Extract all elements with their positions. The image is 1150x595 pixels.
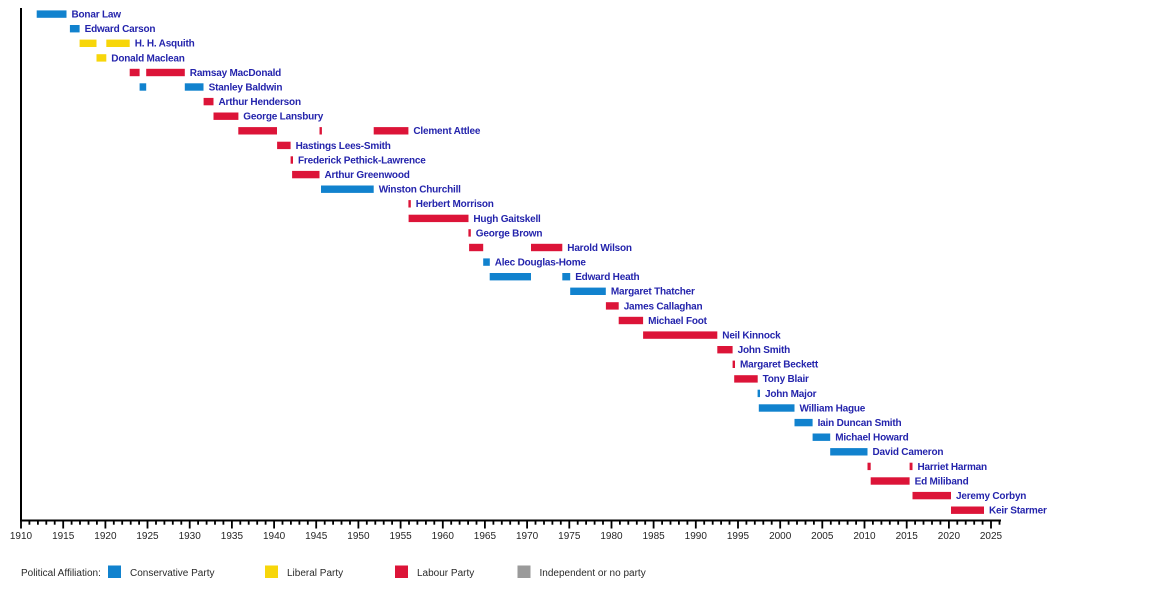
svg-text:Hastings Lees-Smith: Hastings Lees-Smith bbox=[296, 141, 391, 152]
svg-text:Neil Kinnock: Neil Kinnock bbox=[722, 331, 781, 342]
svg-text:Margaret Thatcher: Margaret Thatcher bbox=[611, 287, 695, 298]
svg-text:Margaret Beckett: Margaret Beckett bbox=[740, 360, 819, 371]
svg-text:Political Affiliation:: Political Affiliation: bbox=[21, 568, 101, 579]
svg-text:1985: 1985 bbox=[642, 531, 665, 542]
svg-text:Winston Churchill: Winston Churchill bbox=[379, 185, 461, 196]
svg-text:George Lansbury: George Lansbury bbox=[243, 112, 323, 123]
svg-text:Independent or no party: Independent or no party bbox=[540, 568, 646, 579]
svg-text:1935: 1935 bbox=[221, 531, 244, 542]
svg-text:1975: 1975 bbox=[558, 531, 581, 542]
svg-text:Harold Wilson: Harold Wilson bbox=[567, 243, 632, 254]
svg-text:2015: 2015 bbox=[896, 531, 919, 542]
svg-text:2005: 2005 bbox=[811, 531, 834, 542]
svg-text:James Callaghan: James Callaghan bbox=[624, 301, 703, 312]
svg-text:Keir Starmer: Keir Starmer bbox=[989, 506, 1047, 517]
svg-text:1915: 1915 bbox=[52, 531, 75, 542]
svg-text:Edward Heath: Edward Heath bbox=[575, 272, 639, 283]
svg-text:Michael Howard: Michael Howard bbox=[835, 433, 908, 444]
svg-text:Liberal Party: Liberal Party bbox=[287, 568, 343, 579]
svg-text:Harriet Harman: Harriet Harman bbox=[918, 462, 988, 473]
svg-text:Ed Miliband: Ed Miliband bbox=[915, 476, 969, 487]
svg-text:George Brown: George Brown bbox=[476, 228, 543, 239]
svg-text:1940: 1940 bbox=[263, 531, 286, 542]
svg-text:Jeremy Corbyn: Jeremy Corbyn bbox=[956, 491, 1026, 502]
svg-text:Herbert Morrison: Herbert Morrison bbox=[416, 199, 494, 210]
svg-text:1925: 1925 bbox=[136, 531, 159, 542]
svg-text:Hugh Gaitskell: Hugh Gaitskell bbox=[473, 214, 541, 225]
svg-text:1930: 1930 bbox=[179, 531, 202, 542]
svg-text:1920: 1920 bbox=[94, 531, 117, 542]
svg-text:2010: 2010 bbox=[853, 531, 876, 542]
svg-text:H. H. Asquith: H. H. Asquith bbox=[135, 39, 195, 50]
svg-text:Labour Party: Labour Party bbox=[417, 568, 474, 579]
svg-text:Conservative Party: Conservative Party bbox=[130, 568, 214, 579]
svg-text:1995: 1995 bbox=[727, 531, 750, 542]
svg-text:Donald Maclean: Donald Maclean bbox=[111, 53, 184, 64]
svg-text:1955: 1955 bbox=[389, 531, 412, 542]
svg-text:Arthur Henderson: Arthur Henderson bbox=[219, 97, 301, 108]
svg-text:Stanley Baldwin: Stanley Baldwin bbox=[209, 83, 283, 94]
svg-text:1950: 1950 bbox=[347, 531, 370, 542]
svg-text:Arthur Greenwood: Arthur Greenwood bbox=[325, 170, 410, 181]
svg-text:Michael Foot: Michael Foot bbox=[648, 316, 708, 327]
svg-text:1965: 1965 bbox=[474, 531, 497, 542]
svg-text:1990: 1990 bbox=[685, 531, 708, 542]
svg-text:Edward Carson: Edward Carson bbox=[85, 24, 156, 35]
svg-text:Bonar Law: Bonar Law bbox=[72, 10, 122, 21]
svg-text:Clement Attlee: Clement Attlee bbox=[413, 126, 480, 137]
svg-text:Frederick Pethick-Lawrence: Frederick Pethick-Lawrence bbox=[298, 155, 426, 166]
svg-text:1980: 1980 bbox=[600, 531, 623, 542]
svg-text:2000: 2000 bbox=[769, 531, 792, 542]
svg-text:Alec Douglas-Home: Alec Douglas-Home bbox=[495, 258, 587, 269]
svg-text:1970: 1970 bbox=[516, 531, 539, 542]
svg-text:John Major: John Major bbox=[765, 389, 817, 400]
svg-text:William Hague: William Hague bbox=[800, 403, 866, 414]
svg-text:1960: 1960 bbox=[432, 531, 455, 542]
svg-text:John Smith: John Smith bbox=[738, 345, 791, 356]
svg-text:2020: 2020 bbox=[938, 531, 961, 542]
svg-text:Ramsay MacDonald: Ramsay MacDonald bbox=[190, 68, 281, 79]
svg-text:Iain Duncan Smith: Iain Duncan Smith bbox=[818, 418, 902, 429]
svg-text:David Cameron: David Cameron bbox=[873, 447, 944, 458]
svg-text:Tony Blair: Tony Blair bbox=[763, 374, 809, 385]
svg-text:1945: 1945 bbox=[305, 531, 328, 542]
svg-text:1910: 1910 bbox=[10, 531, 33, 542]
svg-text:2025: 2025 bbox=[980, 531, 1003, 542]
